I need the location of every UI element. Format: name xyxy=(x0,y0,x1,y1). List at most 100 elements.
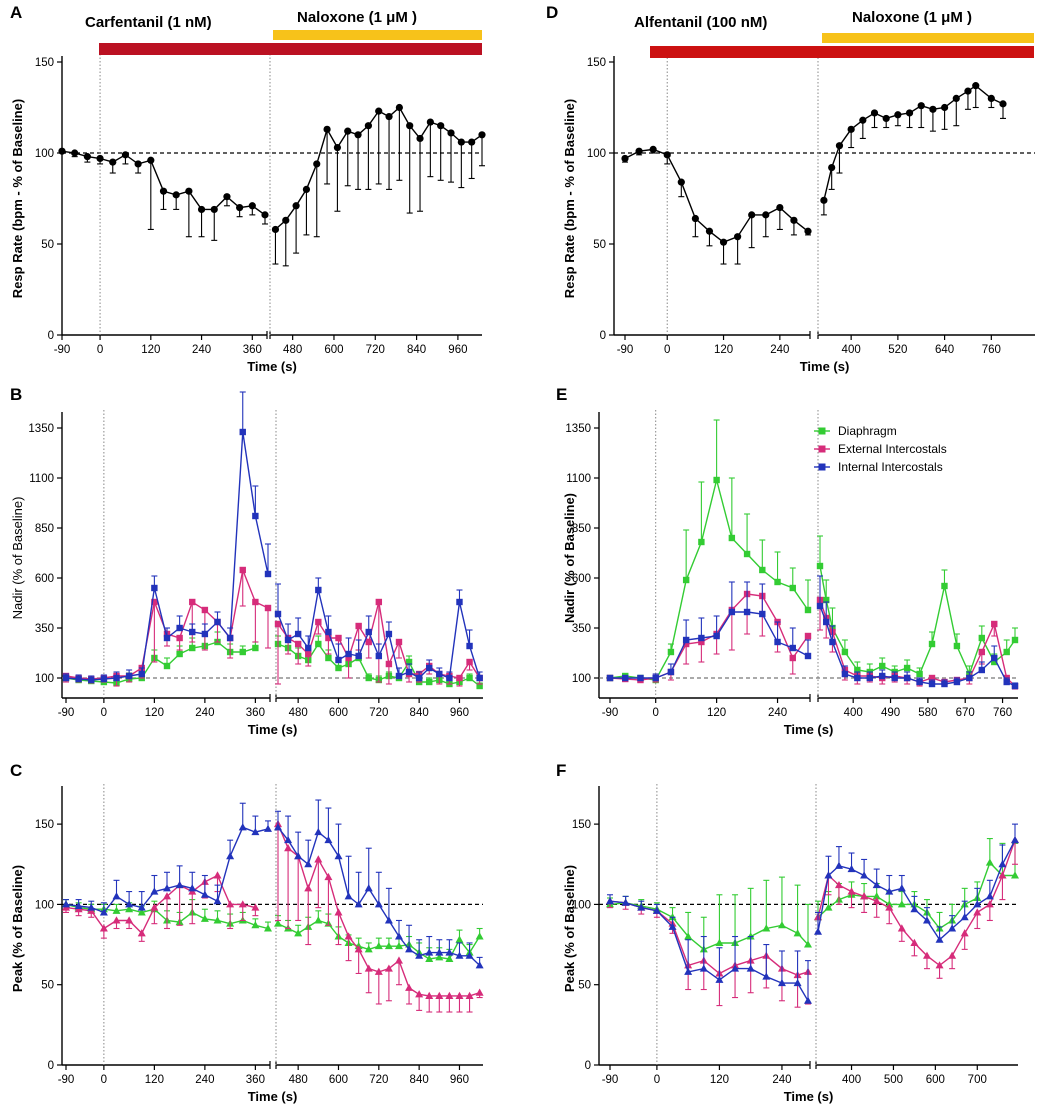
data-point xyxy=(96,154,104,163)
naloxone-bar xyxy=(273,30,482,40)
data-point xyxy=(264,824,272,832)
data-point xyxy=(147,156,155,164)
data-point xyxy=(777,978,786,987)
y-tick-label: 150 xyxy=(35,819,54,831)
x-tick-label: 670 xyxy=(956,707,975,719)
data-point xyxy=(251,827,260,836)
panel-f: F 0 50 100 150 -90 0 120 240 400 500 600 700 Time (s)… xyxy=(556,761,1019,1104)
data-point xyxy=(1011,682,1019,690)
data-point xyxy=(426,118,434,126)
data-point xyxy=(282,216,290,224)
data-point xyxy=(284,844,293,852)
data-point xyxy=(445,991,454,999)
y-tick-label: 100 xyxy=(35,673,54,685)
x-tick-label: 490 xyxy=(881,707,900,719)
data-point xyxy=(847,887,856,895)
data-point xyxy=(940,103,949,112)
y-tick-label: 0 xyxy=(600,330,606,342)
series-external-intercostals xyxy=(62,566,483,687)
data-point xyxy=(466,642,473,650)
panel-e: E 100 350 600 850 1100 1350 -90 0 120 240 400 490 580… xyxy=(556,385,1019,737)
data-point xyxy=(304,860,313,868)
y-tick-label: 0 xyxy=(585,1060,591,1072)
data-point xyxy=(465,991,474,999)
data-point xyxy=(334,908,343,916)
data-point xyxy=(284,835,293,844)
data-point xyxy=(475,988,484,996)
series-external-intercostals xyxy=(62,819,484,1013)
data-point xyxy=(847,125,855,133)
y-tick-label: 1350 xyxy=(28,423,54,435)
data-point xyxy=(762,972,771,980)
data-point xyxy=(405,658,413,666)
series-resp-rate xyxy=(58,103,486,267)
data-point xyxy=(790,216,798,224)
data-point xyxy=(197,205,206,214)
series-line xyxy=(609,900,809,976)
data-point xyxy=(365,674,372,682)
data-point xyxy=(385,630,393,638)
x-tick-label: 520 xyxy=(888,344,907,356)
data-point xyxy=(415,990,424,998)
legend: Diaphragm External Intercostals Internal I… xyxy=(814,424,947,474)
data-point xyxy=(236,204,244,212)
data-point xyxy=(364,884,373,892)
data-point xyxy=(635,147,643,155)
data-point xyxy=(841,648,849,656)
data-point xyxy=(264,924,272,932)
data-point xyxy=(125,672,133,680)
data-point xyxy=(759,566,766,574)
data-point xyxy=(87,903,96,911)
data-point xyxy=(334,852,343,860)
data-point xyxy=(728,608,736,616)
data-point xyxy=(905,109,914,117)
data-point xyxy=(274,823,282,831)
data-point xyxy=(305,644,312,652)
data-point xyxy=(823,596,830,604)
data-point xyxy=(210,205,218,214)
series-diaphragm xyxy=(606,838,1019,953)
x-tick-label: 0 xyxy=(664,344,670,356)
data-point xyxy=(804,652,812,660)
x-tick-label: 840 xyxy=(407,344,426,356)
naloxone-bar xyxy=(822,33,1034,43)
legend-label: External Intercostals xyxy=(838,442,947,456)
y-tick-label: 350 xyxy=(35,623,54,635)
drug-label: Alfentanil (100 nM) xyxy=(634,14,767,31)
data-point xyxy=(829,638,836,646)
legend-swatch xyxy=(818,445,826,453)
data-point xyxy=(941,582,948,590)
panel-label-d: D xyxy=(546,3,558,22)
data-point xyxy=(466,658,473,666)
data-point xyxy=(364,964,373,972)
panel-label-f: F xyxy=(556,761,566,780)
data-point xyxy=(476,674,483,682)
x-tick-label: 0 xyxy=(101,1074,107,1086)
data-point xyxy=(239,648,246,656)
data-point xyxy=(894,111,902,119)
data-point xyxy=(305,650,312,658)
data-point xyxy=(916,678,923,686)
data-point xyxy=(384,964,393,972)
data-point xyxy=(74,901,83,910)
data-point xyxy=(394,956,403,964)
data-point xyxy=(200,914,209,922)
x-axis-label: Time (s) xyxy=(248,722,298,737)
x-tick-label: 960 xyxy=(450,1074,469,1086)
x-tick-label: 0 xyxy=(652,707,658,719)
data-point xyxy=(112,906,121,914)
data-point xyxy=(789,584,796,592)
data-point xyxy=(163,634,171,642)
legend-swatch xyxy=(818,427,826,435)
y-axis-label: Nadir (% of Baseline) xyxy=(10,497,25,620)
x-tick-label: -90 xyxy=(602,707,619,719)
data-point xyxy=(475,932,484,940)
data-point xyxy=(315,586,322,594)
x-tick-label: 600 xyxy=(329,707,348,719)
data-point xyxy=(816,602,824,610)
axes: 0 50 100 150 -90 0 120 240 360 480 600 720 840 960 xyxy=(35,786,483,1086)
data-point xyxy=(960,913,969,921)
x-tick-label: 600 xyxy=(324,344,343,356)
data-point xyxy=(395,638,403,646)
y-tick-label: 600 xyxy=(35,573,54,585)
